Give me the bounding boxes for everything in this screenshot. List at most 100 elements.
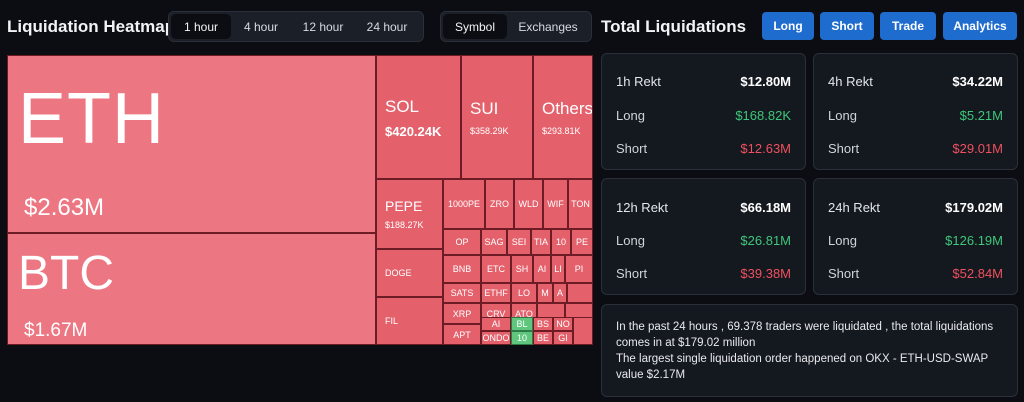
- card-total: $179.02M: [945, 200, 1003, 215]
- heatmap-cell-small[interactable]: ETC: [481, 255, 511, 283]
- heatmap-cell-small[interactable]: BS: [533, 317, 553, 331]
- heatmap-cell-small[interactable]: [573, 317, 593, 345]
- cell-symbol: Others: [542, 99, 593, 118]
- cell-symbol: BTC: [18, 247, 114, 300]
- summary-line-total: In the past 24 hours , 69.378 traders we…: [616, 321, 994, 349]
- short-label: Short: [828, 141, 860, 156]
- heatmap-cell-small[interactable]: OP: [443, 229, 481, 255]
- heatmap-cell-small-long[interactable]: 10: [511, 331, 533, 345]
- liquidation-heatmap: ETH $2.63M BTC $1.67M SOL $420.24K SUI $…: [7, 55, 593, 345]
- card-12h-rekt: 12h Rekt $66.18M Long $26.81M Short $39.38M: [601, 178, 806, 295]
- heatmap-cell-btc[interactable]: BTC $1.67M: [7, 233, 376, 345]
- heatmap-cell-small[interactable]: ONDO: [481, 331, 511, 345]
- heatmap-cell-small[interactable]: 10: [551, 229, 571, 255]
- card-period: 12h Rekt: [616, 200, 669, 215]
- long-value: $126.19M: [945, 233, 1003, 248]
- timeframe-selector: 1 hour 4 hour 12 hour 24 hour: [168, 11, 424, 42]
- heatmap-cell-small[interactable]: SATS: [443, 283, 481, 303]
- long-label: Long: [616, 233, 645, 248]
- card-1h-rekt: 1h Rekt $12.80M Long $168.82K Short $12.63M: [601, 53, 806, 170]
- heatmap-cell-small[interactable]: AI: [481, 317, 511, 331]
- tab-4-hour[interactable]: 4 hour: [243, 19, 279, 34]
- total-liquidations-title: Total Liquidations: [601, 17, 747, 36]
- cell-value: $188.27K: [385, 220, 424, 230]
- heatmap-cell-small[interactable]: SH: [511, 255, 533, 283]
- heatmap-cell-small[interactable]: ZRO: [485, 179, 514, 229]
- card-total: $12.80M: [740, 74, 791, 89]
- heatmap-cell-small[interactable]: BNB: [443, 255, 481, 283]
- long-label: Long: [828, 233, 857, 248]
- card-24h-rekt: 24h Rekt $179.02M Long $126.19M Short $52.8…: [813, 178, 1018, 295]
- cell-value: $2.63M: [24, 194, 105, 221]
- heatmap-cell-fil[interactable]: FIL: [376, 297, 443, 345]
- heatmap-cell-sui[interactable]: SUI $358.29K: [461, 55, 533, 179]
- cell-symbol: PEPE: [385, 198, 423, 214]
- short-value: $39.38M: [740, 266, 791, 281]
- tab-24-hour[interactable]: 24 hour: [366, 19, 408, 34]
- tab-12-hour[interactable]: 12 hour: [302, 19, 344, 34]
- heatmap-cell-small[interactable]: ETHF: [481, 283, 511, 303]
- heatmap-cell-small[interactable]: AI: [533, 255, 551, 283]
- heatmap-cell-small[interactable]: SAG: [481, 229, 507, 255]
- long-value: $26.81M: [740, 233, 791, 248]
- cell-value: $1.67M: [24, 320, 88, 341]
- heatmap-cell-small[interactable]: GI: [553, 331, 573, 345]
- cell-symbol: SUI: [470, 99, 499, 118]
- cell-symbol: ETH: [18, 79, 165, 159]
- long-label: Long: [828, 108, 857, 123]
- long-value: $168.82K: [735, 108, 791, 123]
- heatmap-cell-small[interactable]: 1000PE: [443, 179, 485, 229]
- card-total: $66.18M: [740, 200, 791, 215]
- cell-symbol: SOL: [385, 97, 420, 116]
- heatmap-cell-small[interactable]: TON: [568, 179, 593, 229]
- heatmap-cell-small[interactable]: XRP: [443, 303, 481, 324]
- short-label: Short: [616, 266, 648, 281]
- heatmap-cell-small[interactable]: PE: [571, 229, 593, 255]
- short-label: Short: [616, 141, 648, 156]
- cell-value: $293.81K: [542, 126, 581, 136]
- heatmap-cell-small[interactable]: APT: [443, 324, 481, 345]
- heatmap-cell-small[interactable]: SEI: [507, 229, 531, 255]
- heatmap-cell-small[interactable]: LO: [511, 283, 537, 303]
- short-label: Short: [828, 266, 860, 281]
- page-title: Liquidation Heatmap: [7, 17, 176, 36]
- long-button[interactable]: Long: [762, 12, 814, 40]
- liquidation-summary: In the past 24 hours , 69.378 traders we…: [601, 304, 1018, 397]
- heatmap-cell-pepe[interactable]: PEPE $188.27K: [376, 179, 443, 249]
- heatmap-cell-small[interactable]: NO: [553, 317, 573, 331]
- heatmap-cell-small-long[interactable]: BL: [511, 317, 533, 331]
- short-value: $29.01M: [952, 141, 1003, 156]
- heatmap-cell-small[interactable]: A: [553, 283, 567, 303]
- heatmap-cell-eth[interactable]: ETH $2.63M: [7, 55, 376, 233]
- heatmap-cell-small[interactable]: TIA: [531, 229, 551, 255]
- summary-line-largest: The largest single liquidation order hap…: [616, 353, 989, 381]
- heatmap-cell-small[interactable]: LI: [551, 255, 565, 283]
- analytics-button[interactable]: Analytics: [943, 12, 1017, 40]
- heatmap-cell-small[interactable]: PI: [565, 255, 593, 283]
- cell-value: $358.29K: [470, 126, 509, 136]
- short-button[interactable]: Short: [820, 12, 874, 40]
- card-period: 4h Rekt: [828, 74, 873, 89]
- heatmap-cell-small[interactable]: BE: [533, 331, 553, 345]
- heatmap-cell-small[interactable]: WLD: [514, 179, 543, 229]
- short-value: $52.84M: [952, 266, 1003, 281]
- trade-button[interactable]: Trade: [880, 12, 936, 40]
- heatmap-cell-small[interactable]: WIF: [543, 179, 568, 229]
- short-value: $12.63M: [740, 141, 791, 156]
- long-label: Long: [616, 108, 645, 123]
- heatmap-cell-others[interactable]: Others $293.81K: [533, 55, 593, 179]
- long-value: $5.21M: [959, 108, 1003, 123]
- tab-1-hour[interactable]: 1 hour: [171, 14, 231, 39]
- card-total: $34.22M: [952, 74, 1003, 89]
- tab-exchanges[interactable]: Exchanges: [518, 19, 578, 34]
- view-selector: Symbol Exchanges: [440, 11, 592, 42]
- heatmap-cell-doge[interactable]: DOGE: [376, 249, 443, 297]
- heatmap-cell-small[interactable]: [567, 283, 593, 303]
- card-4h-rekt: 4h Rekt $34.22M Long $5.21M Short $29.01M: [813, 53, 1018, 170]
- cell-value: $420.24K: [385, 124, 442, 139]
- card-period: 1h Rekt: [616, 74, 661, 89]
- card-period: 24h Rekt: [828, 200, 881, 215]
- tab-symbol[interactable]: Symbol: [443, 14, 507, 39]
- heatmap-cell-small[interactable]: M: [537, 283, 553, 303]
- heatmap-cell-sol[interactable]: SOL $420.24K: [376, 55, 461, 179]
